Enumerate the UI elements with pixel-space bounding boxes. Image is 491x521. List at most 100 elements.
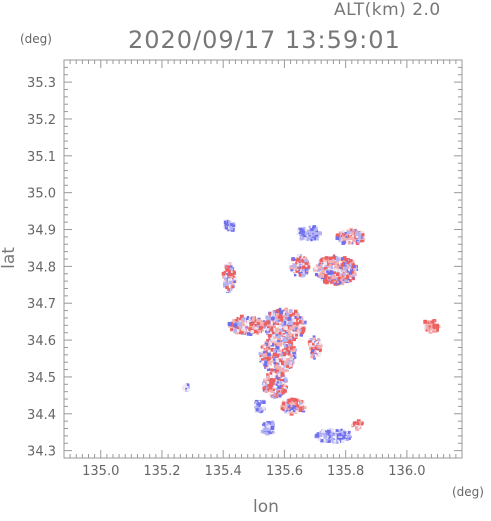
- echo-pixel: [302, 263, 305, 266]
- echo-pixel: [309, 338, 313, 342]
- echo-pixel: [275, 319, 279, 323]
- echo-pixel: [358, 237, 360, 239]
- echo-pixel: [269, 389, 272, 392]
- echo-pixel: [298, 227, 303, 232]
- echo-pixel: [248, 318, 251, 320]
- echo-pixel: [270, 374, 273, 377]
- echo-pixel: [279, 321, 282, 324]
- echo-pixel: [264, 385, 267, 388]
- echo-pixel: [286, 367, 289, 370]
- echo-pixel: [227, 322, 232, 327]
- echo-pixel: [346, 241, 349, 244]
- echo-pixel: [259, 409, 263, 413]
- radar-echo-layer: [182, 219, 441, 444]
- echo-pixel: [274, 351, 279, 355]
- echo-pixel: [330, 266, 334, 270]
- y-tick-label: 35.3: [27, 76, 56, 91]
- echo-pixel: [283, 389, 287, 393]
- echo-pixel: [280, 378, 284, 383]
- x-tick-label: 135.4: [205, 464, 242, 479]
- echo-pixel: [263, 346, 267, 349]
- echo-pixel: [267, 431, 270, 434]
- echo-pixel: [312, 335, 316, 339]
- echo-pixel: [235, 330, 239, 335]
- echo-pixel: [260, 401, 263, 404]
- echo-pixel: [275, 330, 278, 334]
- echo-pixel: [278, 383, 280, 386]
- echo-pixel: [299, 333, 303, 337]
- echo-pixel: [270, 343, 274, 347]
- echo-pixel: [282, 408, 285, 412]
- echo-pixel: [293, 401, 295, 403]
- y-tick-label: 34.3: [27, 445, 56, 460]
- echo-pixel: [333, 254, 336, 257]
- echo-pixel: [227, 272, 232, 277]
- echo-pixel: [280, 386, 285, 391]
- echo-pixel: [298, 316, 302, 319]
- echo-pixel: [325, 269, 327, 271]
- echo-pixel: [334, 265, 337, 268]
- echo-pixel: [282, 308, 285, 311]
- echo-pixel: [278, 342, 283, 347]
- echo-pixel: [345, 436, 347, 438]
- echo-pixel: [227, 229, 229, 232]
- echo-pixel: [269, 372, 273, 375]
- echo-pixel: [301, 318, 304, 320]
- echo-pixel: [266, 374, 270, 378]
- echo-pixel: [348, 273, 353, 278]
- echo-pixel: [272, 334, 275, 337]
- echo-pixel: [357, 240, 361, 244]
- echo-pixel: [267, 384, 271, 388]
- echo-pixel: [223, 284, 227, 288]
- echo-pixel: [283, 334, 287, 338]
- echo-pixel: [287, 315, 289, 318]
- echo-pixel: [333, 268, 338, 273]
- echo-pixel: [350, 241, 353, 244]
- echo-pixel: [273, 336, 276, 340]
- echo-pixel: [303, 405, 305, 408]
- echo-pixel: [232, 321, 235, 324]
- echo-pixel: [267, 388, 269, 390]
- echo-pixel: [344, 279, 348, 283]
- echo-pixel: [298, 269, 301, 272]
- echo-pixel: [337, 276, 342, 281]
- echo-pixel: [263, 360, 268, 365]
- echo-pixel: [320, 266, 325, 271]
- echo-pixel: [266, 381, 270, 384]
- echo-pixel: [274, 362, 276, 365]
- echo-pixel: [225, 279, 228, 282]
- echo-pixel: [286, 312, 290, 317]
- echo-pixel: [287, 316, 292, 321]
- echo-pixel: [235, 318, 238, 322]
- echo-pixel: [325, 440, 328, 443]
- echo-pixel: [327, 276, 331, 280]
- echo-pixel: [230, 267, 234, 271]
- echo-pixel: [317, 432, 319, 434]
- echo-pixel: [313, 345, 316, 348]
- echo-pixel: [253, 403, 257, 407]
- echo-pixel: [275, 311, 279, 315]
- echo-pixel: [268, 329, 271, 332]
- echo-region: [223, 219, 236, 232]
- echo-pixel: [335, 257, 340, 262]
- echo-pixel: [303, 256, 305, 258]
- echo-pixel: [328, 256, 332, 261]
- echo-pixel: [224, 282, 229, 286]
- echo-region: [307, 335, 323, 360]
- echo-pixel: [271, 337, 275, 342]
- echo-pixel: [434, 322, 436, 324]
- echo-pixel: [279, 310, 284, 315]
- echo-pixel: [268, 421, 271, 424]
- echo-pixel: [230, 274, 234, 279]
- echo-pixel: [306, 270, 308, 272]
- echo-pixel: [315, 229, 319, 233]
- y-tick-label: 35.1: [27, 150, 56, 165]
- echo-pixel: [232, 278, 235, 281]
- echo-pixel: [308, 235, 311, 238]
- echo-pixel: [302, 329, 306, 333]
- echo-pixel: [340, 263, 345, 267]
- echo-pixel: [267, 315, 270, 319]
- echo-pixel: [284, 406, 287, 409]
- echo-pixel: [289, 326, 293, 330]
- echo-pixel: [288, 343, 292, 347]
